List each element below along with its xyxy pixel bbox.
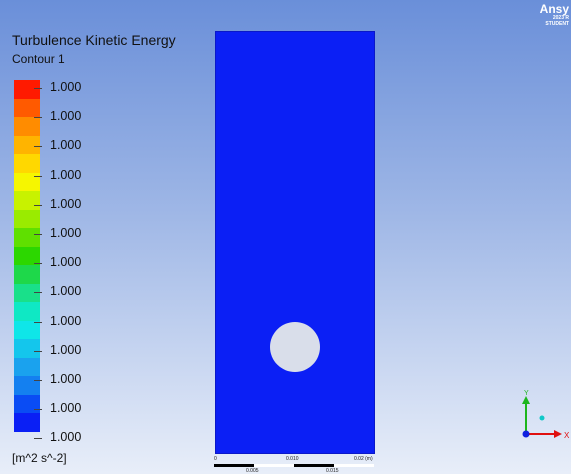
color-band (14, 80, 40, 99)
color-legend-bar (14, 80, 40, 432)
legend-tick-label: 1.000 (50, 313, 82, 328)
legend-tick (34, 175, 42, 177)
legend-tick-label: 1.000 (50, 342, 82, 357)
legend-tick-label: 1.000 (50, 80, 82, 94)
scale-label-q3: 0.015 (326, 468, 339, 474)
axis-triad: Y X (522, 390, 570, 440)
legend-tick-label: 1.000 (50, 372, 82, 386)
legend-tick (34, 438, 42, 440)
z-axis-dot (539, 415, 545, 421)
legend-tick (34, 409, 42, 411)
ansys-logo: Ansy 2023 R STUDENT (540, 3, 569, 27)
contour-domain[interactable] (215, 31, 375, 454)
color-band (14, 117, 40, 136)
y-axis-arrow (522, 396, 530, 404)
scale-seg-1 (214, 464, 254, 467)
color-band (14, 135, 40, 155)
color-band (14, 394, 40, 414)
scale-seg-3 (294, 464, 334, 467)
color-band (14, 154, 40, 173)
legend-tick-label: 1.000 (50, 401, 82, 416)
legend-tick-label: 1.000 (50, 196, 82, 211)
legend-tick (34, 321, 42, 323)
scale-bar: 0 0.010 0.02 (m) 0.005 0.015 (214, 456, 374, 474)
legend-tick (34, 88, 42, 89)
color-band (14, 265, 40, 284)
color-band (14, 413, 40, 432)
logo-brand: Ansy (539, 2, 569, 16)
scale-label-0: 0 (214, 456, 217, 462)
legend-tick-label: 1.000 (50, 109, 82, 124)
color-band (14, 357, 40, 377)
legend-tick (34, 350, 42, 352)
x-axis-arrow (554, 430, 562, 438)
color-band (14, 376, 40, 395)
legend-tick-label: 1.000 (50, 138, 82, 153)
x-axis-label: X (564, 431, 570, 440)
legend-tick (34, 263, 42, 265)
color-band (14, 339, 40, 358)
legend-tick-label: 1.000 (50, 255, 82, 270)
legend-tick-label: 1.000 (50, 430, 82, 445)
color-band (14, 302, 40, 321)
legend-tick-label: 1.000 (50, 284, 82, 299)
legend-tick (34, 146, 42, 148)
color-band (14, 283, 40, 303)
cylinder-hole (270, 322, 320, 372)
color-band (14, 228, 40, 247)
color-band (14, 172, 40, 192)
scale-seg-4 (334, 464, 374, 467)
legend-title: Turbulence Kinetic Energy (12, 32, 176, 48)
legend-tick (34, 234, 42, 235)
scale-label-end: 0.02 (m) (354, 456, 373, 462)
legend-tick-label: 1.000 (50, 167, 82, 182)
legend-tick (34, 204, 42, 206)
legend-tick (34, 292, 42, 294)
color-band (14, 320, 40, 340)
legend-units: [m^2 s^-2] (12, 451, 67, 465)
legend-tick (34, 380, 42, 381)
scale-label-mid: 0.010 (286, 456, 299, 462)
origin-dot (522, 430, 530, 438)
legend-tick-label: 1.000 (50, 226, 82, 240)
y-axis-label: Y (524, 390, 529, 397)
legend-tick (34, 117, 42, 119)
color-band (14, 209, 40, 229)
logo-year: 2023 R (552, 15, 569, 21)
scale-seg-2 (254, 464, 294, 467)
logo-edition: STUDENT (545, 21, 569, 27)
color-band (14, 98, 40, 118)
scale-label-q1: 0.005 (246, 468, 259, 474)
color-band (14, 191, 40, 210)
legend-subtitle: Contour 1 (12, 52, 65, 66)
color-band (14, 246, 40, 266)
